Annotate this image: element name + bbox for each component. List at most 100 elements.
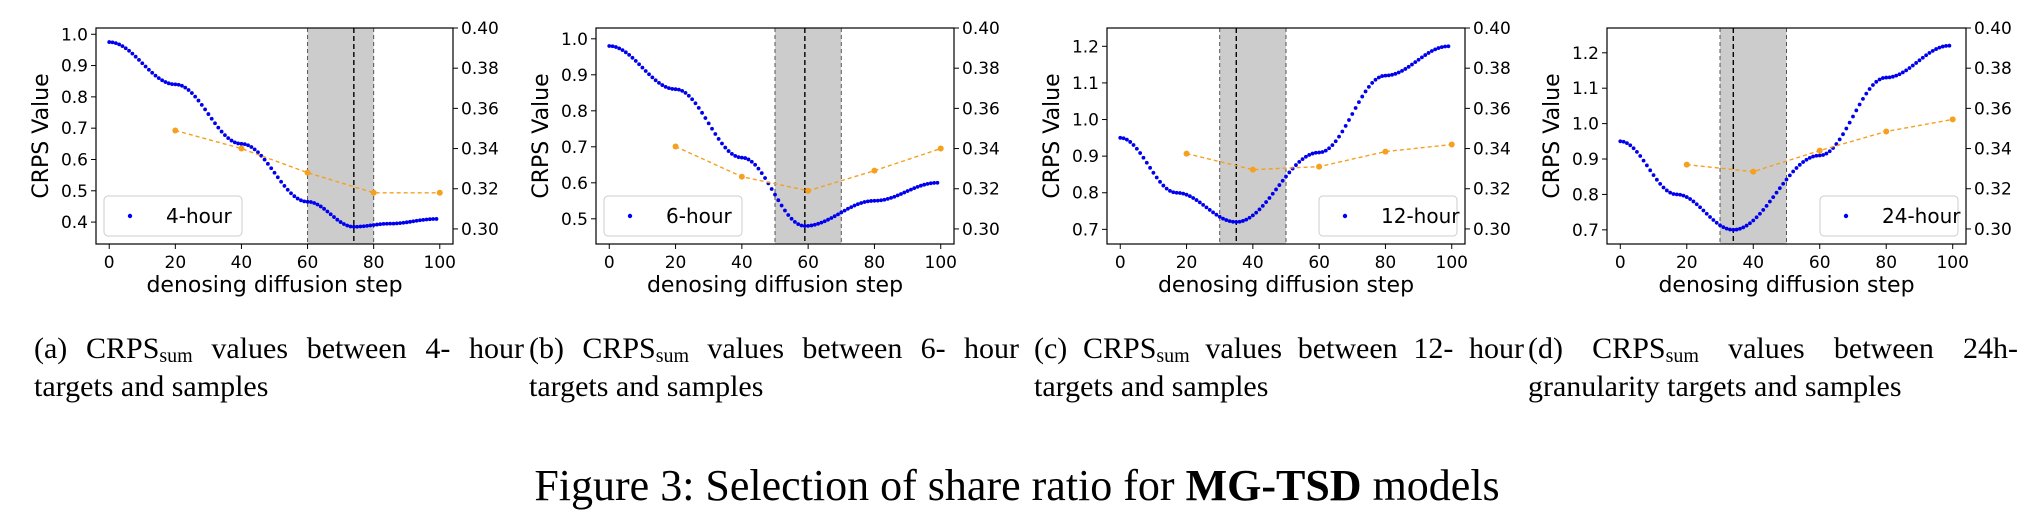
- crps-point: [1340, 129, 1345, 134]
- y-tick-label: 0.6: [61, 150, 88, 170]
- y2-tick-label: 0.36: [1473, 99, 1511, 119]
- crps-point: [1287, 170, 1292, 175]
- crps-point: [1138, 151, 1143, 155]
- crps-point: [332, 215, 336, 219]
- crps-point: [889, 195, 893, 200]
- crps-point: [180, 83, 184, 88]
- crps-point: [706, 121, 711, 126]
- legend-label: 12-hour: [1381, 204, 1460, 228]
- crps-point: [1380, 74, 1385, 78]
- crps-point: [909, 187, 913, 192]
- crps-point: [1797, 162, 1802, 167]
- crps-point: [739, 155, 744, 160]
- x-tick-label: 60: [1809, 253, 1831, 273]
- crps-point: [345, 223, 350, 228]
- y-tick-label: 1.2: [1572, 44, 1599, 64]
- share-ratio-point: [1683, 161, 1690, 168]
- caption-text: values between 4-: [211, 332, 451, 365]
- x-tick-label: 20: [1676, 253, 1698, 273]
- share-ratio-point: [1750, 168, 1757, 175]
- crps-point: [653, 78, 658, 83]
- crps-point: [1254, 210, 1259, 215]
- crps-point: [1767, 199, 1772, 204]
- y-tick-label: 0.5: [61, 182, 88, 202]
- y2-tick-label: 0.30: [962, 220, 1000, 240]
- y2-tick-label: 0.34: [1974, 140, 2012, 160]
- crps-point: [1416, 57, 1421, 62]
- crps-point: [1317, 150, 1322, 155]
- crps-point: [667, 86, 671, 91]
- crps-point: [1880, 76, 1885, 80]
- y2-tick-label: 0.30: [461, 220, 499, 240]
- x-tick-label: 20: [165, 253, 187, 273]
- crps-point: [246, 143, 250, 148]
- crps-point: [1366, 84, 1371, 89]
- crps-point: [1877, 77, 1882, 82]
- crps-point: [123, 46, 128, 51]
- caption-label: (a): [34, 332, 68, 365]
- crps-point: [1774, 190, 1779, 195]
- crps-point: [1917, 58, 1922, 63]
- crps-point: [365, 223, 369, 228]
- y-tick-label: 1.1: [1572, 79, 1599, 99]
- crps-point: [146, 67, 151, 72]
- crps-point: [1741, 225, 1746, 230]
- x-tick-label: 80: [1875, 253, 1897, 273]
- crps-point: [1257, 207, 1262, 212]
- crps-point: [186, 88, 191, 92]
- crps-point: [1857, 102, 1862, 107]
- legend-marker: [127, 213, 133, 219]
- share-ratio-point: [1249, 166, 1256, 173]
- y2-tick-label: 0.40: [461, 19, 499, 39]
- crps-point: [918, 183, 923, 188]
- x-tick-label: 40: [1242, 253, 1264, 273]
- y2-tick-label: 0.40: [962, 19, 1000, 39]
- crps-point: [1413, 60, 1418, 65]
- crps-point: [1171, 190, 1176, 195]
- crps-point: [1201, 202, 1206, 207]
- crps-point: [275, 175, 280, 180]
- share-ratio-point: [172, 127, 179, 134]
- y-tick-label: 0.5: [561, 210, 588, 230]
- crps-point: [1124, 137, 1129, 142]
- caption-label: (d): [1528, 332, 1563, 365]
- share-ratio-point: [1949, 116, 1956, 123]
- crps-point: [1168, 188, 1172, 193]
- crps-point: [1894, 73, 1899, 78]
- crps-point: [348, 224, 353, 229]
- crps-point: [822, 219, 827, 224]
- crps-point: [342, 222, 346, 226]
- crps-point: [1934, 47, 1938, 51]
- crps-point: [902, 190, 907, 195]
- crps-point: [1267, 196, 1272, 200]
- crps-point: [1777, 186, 1782, 191]
- crps-point: [1698, 205, 1702, 210]
- crps-point: [1944, 44, 1948, 48]
- crps-point: [1794, 166, 1799, 170]
- crps-point: [110, 40, 115, 45]
- crps-point: [1817, 153, 1822, 158]
- crps-point: [1864, 91, 1869, 96]
- crps-point: [213, 121, 217, 126]
- crps-point: [1184, 192, 1189, 197]
- crps-point: [1861, 96, 1865, 101]
- crps-point: [1214, 212, 1219, 217]
- crps-point: [1439, 45, 1444, 49]
- crps-point: [1635, 149, 1639, 154]
- crps-point: [730, 151, 734, 156]
- x-tick-label: 0: [604, 253, 615, 273]
- share-ratio-point: [1183, 150, 1190, 157]
- crps-point: [1847, 120, 1852, 125]
- chart-a: 0 20 40 60 80 100 0.4 0.5 0.6 0.7 0.8 0.9 1.0 0.30 0.3…: [29, 19, 499, 298]
- crps-point: [1134, 146, 1139, 151]
- crps-point: [1333, 139, 1338, 144]
- crps-point: [1148, 165, 1152, 170]
- crps-point: [713, 132, 718, 136]
- crps-point: [855, 202, 860, 207]
- shaded-region: [307, 28, 374, 244]
- crps-point: [411, 219, 416, 224]
- y2-tick-label: 0.34: [962, 140, 1000, 160]
- crps-point: [127, 48, 131, 53]
- chart-c: 0 20 40 60 80 100 0.7 0.8 0.9 1.0 1.1 1.2 0.30 0.32 0.…: [1040, 19, 1511, 298]
- crps-point: [720, 141, 724, 146]
